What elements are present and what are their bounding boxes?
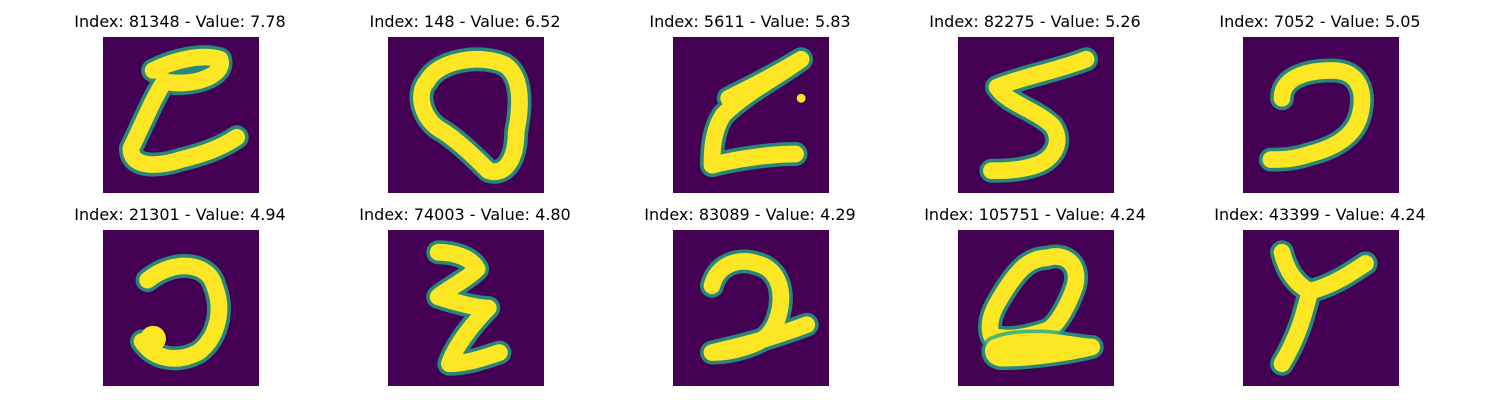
digit-image — [388, 37, 544, 193]
panel-title: Index: 74003 - Value: 4.80 — [359, 205, 571, 224]
panel-title: Index: 105751 - Value: 4.24 — [924, 205, 1146, 224]
digit-image — [1243, 37, 1399, 193]
panel-title: Index: 82275 - Value: 5.26 — [929, 12, 1141, 31]
digit-image — [958, 37, 1114, 193]
digit-image — [673, 37, 829, 193]
panel-title: Index: 81348 - Value: 7.78 — [74, 12, 286, 31]
digit-image — [103, 230, 259, 386]
panel-title: Index: 83089 - Value: 4.29 — [644, 205, 856, 224]
digit-image — [673, 230, 829, 386]
image-panel-1: Index: 81348 - Value: 7.78 — [65, 13, 295, 193]
digit-image — [103, 37, 259, 193]
image-panel-5: Index: 7052 - Value: 5.05 — [1205, 13, 1435, 193]
panel-title: Index: 148 - Value: 6.52 — [369, 12, 561, 31]
image-panel-3: Index: 5611 - Value: 5.83 — [635, 13, 865, 193]
image-panel-2: Index: 148 - Value: 6.52 — [350, 13, 580, 193]
image-panel-6: Index: 21301 - Value: 4.94 — [65, 206, 295, 386]
image-panel-7: Index: 74003 - Value: 4.80 — [350, 206, 580, 386]
digit-image — [958, 230, 1114, 386]
image-panel-8: Index: 83089 - Value: 4.29 — [635, 206, 865, 386]
image-panel-10: Index: 43399 - Value: 4.24 — [1205, 206, 1435, 386]
panel-title: Index: 21301 - Value: 4.94 — [74, 205, 286, 224]
panel-title: Index: 43399 - Value: 4.24 — [1214, 205, 1426, 224]
image-panel-9: Index: 105751 - Value: 4.24 — [920, 206, 1150, 386]
digit-image — [388, 230, 544, 386]
digit-image — [1243, 230, 1399, 386]
panel-title: Index: 5611 - Value: 5.83 — [649, 12, 851, 31]
panel-title: Index: 7052 - Value: 5.05 — [1219, 12, 1421, 31]
image-panel-4: Index: 82275 - Value: 5.26 — [920, 13, 1150, 193]
